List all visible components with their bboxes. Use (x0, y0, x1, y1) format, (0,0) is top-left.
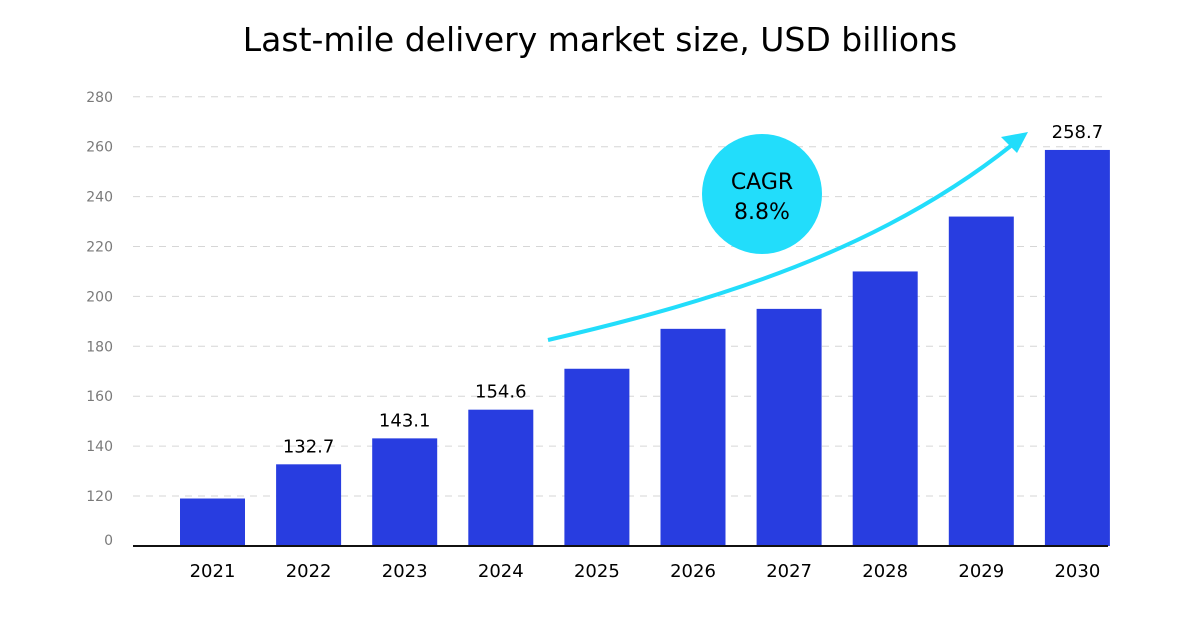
cagr-circle (702, 134, 822, 254)
y-tick-label: 280 (86, 90, 113, 106)
bar-2022 (276, 464, 342, 546)
data-label: 132.7 (283, 436, 335, 457)
bars (180, 149, 1110, 547)
data-label: 154.6 (475, 382, 527, 403)
x-tick-label: 2021 (190, 561, 236, 582)
x-tick-label: 2030 (1054, 561, 1100, 582)
y-tick-label: 180 (86, 339, 113, 355)
bar-2029 (948, 216, 1014, 546)
bar-2026 (660, 328, 726, 546)
cagr-label: CAGR (731, 170, 793, 195)
y-tick-label: 240 (86, 190, 113, 206)
x-tick-label: 2026 (670, 561, 716, 582)
x-tick-label: 2025 (574, 561, 620, 582)
bar-2028 (852, 271, 918, 546)
x-tick-label: 2023 (382, 561, 428, 582)
x-tick-label: 2028 (862, 561, 908, 582)
y-tick-label: 160 (86, 389, 113, 405)
data-label: 258.7 (1052, 122, 1104, 143)
cagr-badge: CAGR 8.8% (702, 134, 822, 254)
arrow-head-icon (1001, 132, 1028, 153)
x-tick-label: 2024 (478, 561, 524, 582)
x-tick-label: 2022 (286, 561, 332, 582)
x-tick-label: 2027 (766, 561, 812, 582)
y-tick-label: 0 (104, 533, 113, 549)
cagr-value: 8.8% (734, 200, 790, 225)
bar-2025 (564, 368, 630, 546)
y-tick-label: 120 (86, 489, 113, 505)
bar-2030 (1044, 149, 1110, 547)
x-axis-ticks: 2021 2022 2023 2024 2025 2026 2027 2028 2029 2030 (190, 561, 1101, 582)
y-tick-label: 220 (86, 240, 113, 256)
bar-2027 (756, 308, 822, 546)
y-tick-label: 260 (86, 140, 113, 156)
x-tick-label: 2029 (958, 561, 1004, 582)
chart-title: Last-mile delivery market size, USD bill… (243, 20, 957, 59)
gridlines (133, 96, 1108, 497)
cagr-arrow (547, 132, 1028, 342)
y-tick-label: 140 (86, 439, 113, 455)
growth-arrow-curve (547, 143, 1014, 342)
bar-2023 (372, 438, 438, 546)
bar-2021 (180, 498, 245, 546)
data-labels: 132.7 143.1 154.6 258.7 (283, 122, 1103, 457)
bar-2024 (468, 409, 534, 546)
y-tick-label: 200 (86, 289, 113, 305)
data-label: 143.1 (379, 410, 431, 431)
y-axis-ticks: 0 120 140 160 180 200 220 240 260 280 (86, 90, 113, 549)
